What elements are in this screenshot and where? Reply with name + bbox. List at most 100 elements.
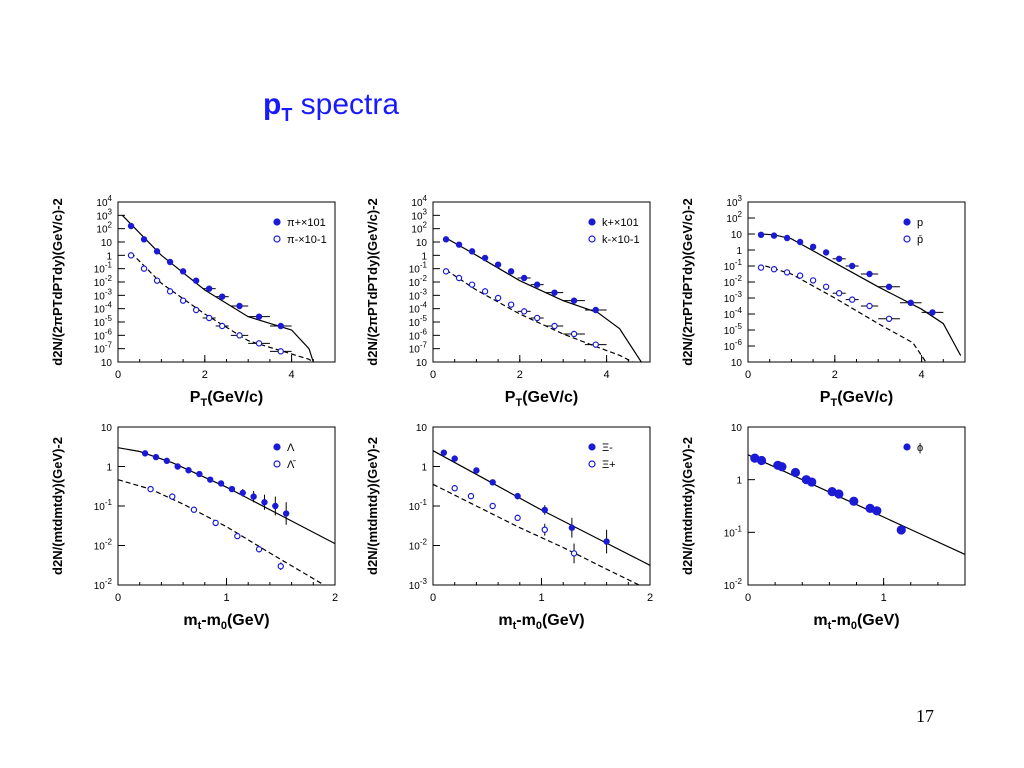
legend-label: p <box>917 217 923 229</box>
data-point-filled <box>568 524 576 531</box>
page-number: 17 <box>916 706 934 726</box>
chart-proton-spectrum: 0 2 4 103 102 10 1 10-1 10-2 10-3 10-4 10-5 10-6 10 PT… <box>660 172 980 417</box>
data-point-open <box>507 301 515 308</box>
data-point-filled <box>196 470 203 478</box>
y-axis-label: d2N/(2πPTdPTdy)(GeV/c)-2 <box>680 198 695 365</box>
data-point-open <box>520 308 528 315</box>
y-tick-label: 102 <box>96 221 112 236</box>
y-tick-label: 10-3 <box>409 577 428 592</box>
data-point-open <box>822 283 830 291</box>
data-point-open <box>127 252 135 259</box>
y-axis-label: d2N/(2πPTdPTdy)(GeV/c)-2 <box>50 198 65 365</box>
model-curve-solid <box>760 233 962 356</box>
data-point-filled <box>218 293 226 300</box>
model-curve-solid <box>432 450 651 566</box>
y-tick-label: 10-4 <box>724 306 743 321</box>
x-tick-label: 1 <box>881 592 887 604</box>
x-tick-label: 4 <box>289 369 295 381</box>
data-point-open <box>205 314 213 322</box>
data-point-filled <box>455 241 463 248</box>
data-point-filled <box>442 236 450 243</box>
data-point-open <box>236 332 243 339</box>
data-point-open <box>570 550 578 557</box>
data-point-filled <box>822 249 830 256</box>
data-point-open <box>169 493 176 500</box>
y-tick-label: 10-6 <box>724 338 743 353</box>
legend-label: ϕ <box>917 442 923 454</box>
legend-marker <box>273 235 281 243</box>
data-point-open <box>140 265 148 272</box>
data-point-open <box>848 296 856 303</box>
x-tick-label: 0 <box>745 369 751 381</box>
model-curve-dashed <box>445 269 633 363</box>
data-point-open <box>809 277 817 284</box>
y-tick-label: 10-1 <box>724 258 743 273</box>
legend-label: k+×101 <box>602 217 639 229</box>
x-tick-label: 0 <box>430 369 436 381</box>
data-point-filled <box>185 467 192 474</box>
chart-svg: 0 1 10 1 10-1 10-2 mt-m0(GeV) d2N/(mtdmtdy)(GeV… <box>680 423 966 632</box>
data-point-filled <box>236 302 243 310</box>
data-point-filled <box>866 270 873 278</box>
y-axis-label: d2N/(mtdmtdy)(GeV)-2 <box>365 437 380 575</box>
x-tick-label: 2 <box>332 592 338 604</box>
slide-title: pT spectra <box>263 88 400 125</box>
legend-label: Ξ+ <box>602 459 616 471</box>
chart-svg: 0 1 2 10 1 10-1 10-2 10-3 mt-m0(GeV) d2N/(mtdmtdy… <box>365 423 653 632</box>
data-point-filled <box>127 222 135 230</box>
model-curve-solid <box>117 447 336 545</box>
data-point-filled <box>603 538 610 545</box>
legend-marker <box>273 460 281 468</box>
data-point-open <box>277 562 284 570</box>
y-tick-label: 10-5 <box>409 314 428 329</box>
data-point-open <box>796 272 804 279</box>
legend-label: Ξ- <box>602 442 613 454</box>
data-point-filled <box>163 457 171 465</box>
data-point-open <box>592 341 599 348</box>
y-axis-label: d2N/(2πPTdPTdy)(GeV/c)-2 <box>365 198 380 365</box>
chart-lambda-spectrum: 0 1 2 10 1 10-1 10-2 10-2 mt-m0(GeV) d2N/(mtdmtdy… <box>30 415 350 645</box>
data-point-filled <box>783 234 791 242</box>
data-point-filled <box>520 274 528 282</box>
data-point-open <box>551 322 558 330</box>
data-point-open <box>190 506 198 513</box>
y-tick-label: 1 <box>421 251 427 262</box>
data-point-open <box>835 289 843 297</box>
legend-label: k-×10-1 <box>602 234 640 246</box>
data-point-open <box>218 322 226 330</box>
data-point-filled <box>468 248 476 255</box>
data-point-filled <box>872 506 882 516</box>
data-point-filled <box>282 510 290 517</box>
data-point-filled <box>481 254 489 262</box>
data-point-filled <box>494 261 502 268</box>
y-tick-label: 10-3 <box>409 287 428 302</box>
x-axis-label: PT(GeV/c) <box>505 389 578 409</box>
y-tick-label: 10-2 <box>409 274 428 289</box>
legend-marker <box>903 218 911 226</box>
data-point-open <box>277 348 284 355</box>
y-axis-label: d2N/(mtdmtdy)(GeV)-2 <box>680 437 695 575</box>
data-point-filled <box>166 258 174 266</box>
data-point-open <box>770 265 778 273</box>
data-point-filled <box>174 463 181 470</box>
y-tick-label: 10-2 <box>94 577 113 592</box>
legend-marker <box>903 235 911 243</box>
model-curve-solid <box>445 237 642 363</box>
y-tick-label: 1 <box>736 246 742 257</box>
data-point-filled <box>179 268 187 275</box>
data-point-open <box>570 330 578 338</box>
y-tick-label: 10-1 <box>94 261 113 276</box>
model-curve-dashed <box>765 265 927 363</box>
data-point-open <box>481 288 489 295</box>
data-point-open <box>533 314 541 322</box>
data-point-filled <box>551 289 558 296</box>
x-tick-label: 2 <box>517 369 523 381</box>
data-point-open <box>255 340 263 347</box>
model-curve-solid <box>121 214 314 363</box>
data-point-filled <box>796 238 804 246</box>
model-curve-dashed <box>130 252 314 363</box>
chart-pion-spectrum: 0 2 4 104 103 102 10 1 10-1 10-2 10-3 10-4 10-5 10-6 1… <box>30 172 350 417</box>
data-point-filled <box>592 306 599 314</box>
data-point-filled <box>440 449 448 456</box>
